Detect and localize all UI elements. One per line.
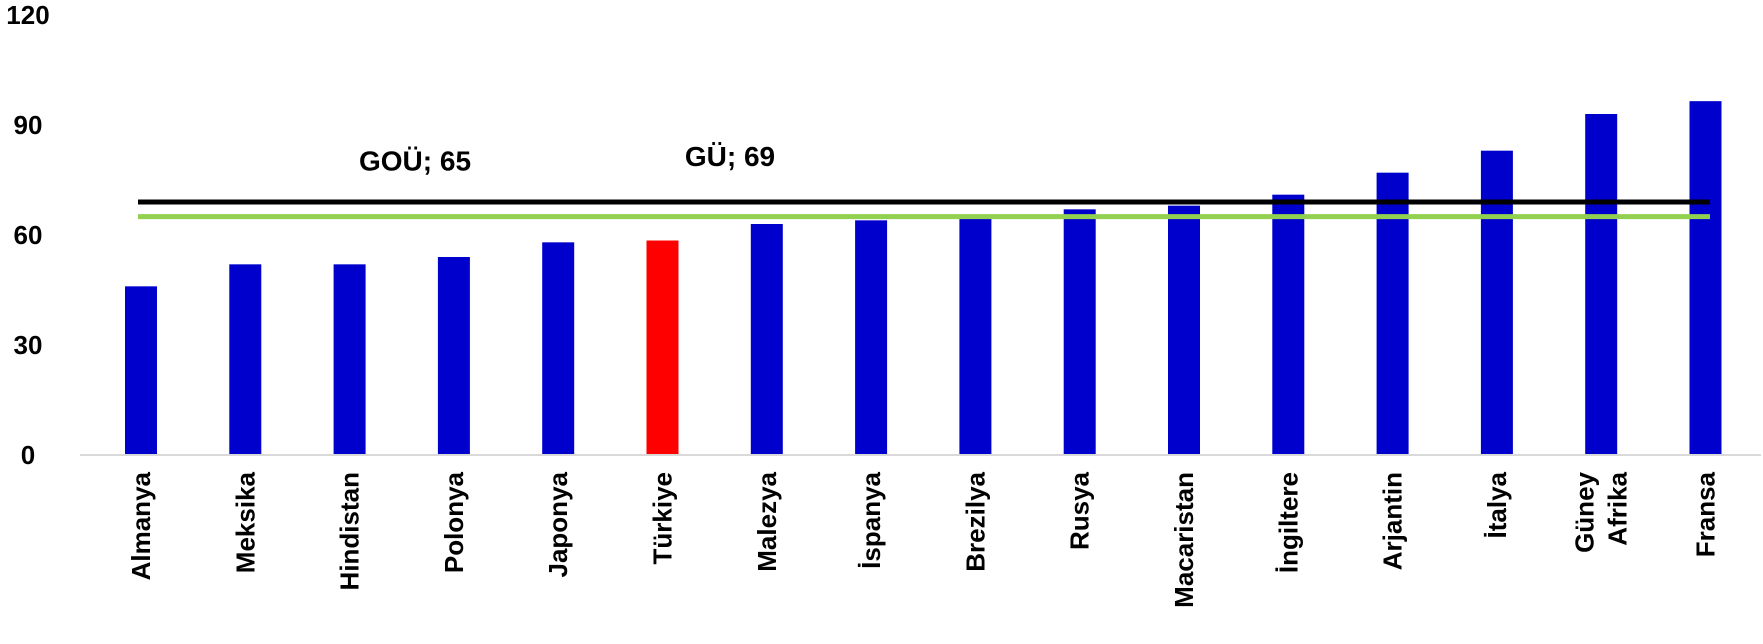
y-tick-label: 0 — [21, 440, 35, 470]
bar — [646, 240, 679, 455]
y-axis-ticks: 0 30 60 90 120 — [6, 0, 49, 470]
category-label: İtalya — [1482, 471, 1512, 538]
category-label: Türkiye — [648, 472, 678, 565]
bar — [229, 264, 262, 455]
category-label: Arjantin — [1378, 472, 1408, 570]
bar — [437, 257, 470, 455]
category-labels: Almanya Meksika Hindistan Polonya Japonya Tür… — [126, 471, 1721, 607]
bar — [1585, 114, 1618, 455]
category-label: Polonya — [439, 471, 469, 573]
category-label: İspanya — [856, 471, 886, 568]
category-label: Almanya — [126, 471, 156, 580]
bar — [1168, 205, 1200, 455]
y-tick-label: 120 — [6, 0, 49, 30]
category-label: Meksika — [230, 471, 260, 573]
bar — [1376, 172, 1409, 455]
y-tick-label: 60 — [14, 220, 43, 250]
reference-line-label: GÜ; 69 — [685, 141, 775, 172]
category-label: Malezya — [752, 471, 782, 571]
bar — [1063, 209, 1096, 455]
bar — [1480, 150, 1513, 455]
category-label: Brezilya — [960, 471, 990, 571]
category-label: Japonya — [543, 471, 573, 577]
reference-line-label: GOÜ; 65 — [359, 146, 471, 177]
bar — [542, 242, 575, 455]
y-tick-label: 90 — [14, 110, 43, 140]
bar — [1272, 194, 1305, 455]
category-label: Güney Afrika — [1570, 471, 1633, 552]
category-label: Fransa — [1691, 471, 1721, 557]
bar — [750, 224, 783, 455]
bar — [125, 286, 157, 455]
category-label: Macaristan — [1169, 472, 1199, 608]
bar — [855, 220, 888, 455]
bar — [1689, 101, 1722, 456]
category-label: Hindistan — [335, 472, 365, 590]
bar — [959, 218, 992, 455]
bars — [125, 101, 1722, 456]
bar — [333, 264, 366, 455]
category-label: Rusya — [1065, 471, 1095, 550]
category-label: İngiltere — [1273, 472, 1303, 573]
reference-lines: GOÜ; 65 GÜ; 69 — [138, 141, 1710, 220]
y-tick-label: 30 — [14, 330, 43, 360]
